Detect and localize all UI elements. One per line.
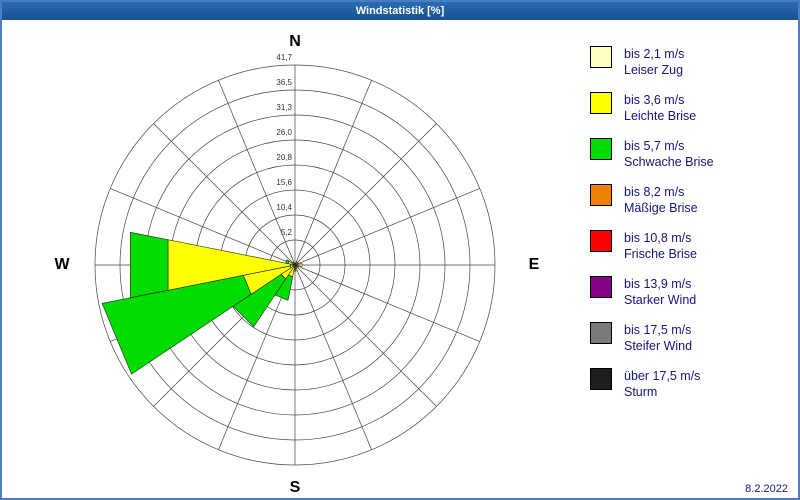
grid-spoke — [153, 123, 296, 266]
grid-spoke — [294, 264, 480, 342]
ring-value-label: 5,2 — [281, 228, 293, 237]
wind-rose-petal-segment — [293, 263, 296, 266]
legend-color-swatch — [590, 184, 612, 206]
ring-value-label: 10,4 — [276, 203, 292, 212]
legend-item: bis 17,5 m/s Steifer Wind — [590, 322, 790, 354]
grid-spoke — [294, 264, 437, 407]
legend-name-text: Sturm — [624, 385, 658, 399]
legend-name-text: Mäßige Brise — [624, 201, 698, 215]
ring-value-label: 36,5 — [276, 78, 292, 87]
compass-label-north: N — [289, 33, 301, 50]
compass-label-east: E — [528, 256, 540, 273]
grid-spoke — [294, 80, 372, 266]
legend-item: bis 5,7 m/s Schwache Brise — [590, 138, 790, 170]
legend-speed-text: bis 5,7 m/s — [624, 139, 685, 153]
grid-spoke — [110, 188, 296, 266]
legend-name-text: Starker Wind — [624, 293, 697, 307]
legend-speed-text: über 17,5 m/s — [624, 369, 701, 383]
legend-name-text: Leichte Brise — [624, 109, 697, 123]
window-title: Windstatistik [%] — [2, 2, 798, 20]
legend-color-swatch — [590, 276, 612, 298]
legend-label: bis 13,9 m/s Starker Wind — [624, 276, 696, 308]
legend-speed-text: bis 8,2 m/s — [624, 185, 685, 199]
legend-label: bis 8,2 m/s Mäßige Brise — [624, 184, 698, 216]
legend-color-swatch — [590, 138, 612, 160]
legend-speed-text: bis 2,1 m/s — [624, 47, 685, 61]
ring-value-label: 31,3 — [276, 103, 292, 112]
legend-item: bis 8,2 m/s Mäßige Brise — [590, 184, 790, 216]
ring-value-label: 20,8 — [276, 153, 292, 162]
legend-color-swatch — [590, 46, 612, 68]
compass-label-west: W — [54, 256, 70, 273]
legend-label: bis 5,7 m/s Schwache Brise — [624, 138, 714, 170]
grid-spoke — [294, 264, 372, 450]
ring-value-label: 26,0 — [276, 128, 292, 137]
legend-color-swatch — [590, 322, 612, 344]
legend: bis 2,1 m/s Leiser Zug bis 3,6 m/s Leichte … — [590, 46, 790, 414]
grid-spoke — [294, 188, 480, 266]
compass-label-south: S — [289, 479, 301, 496]
wind-rose-petal-segment — [285, 259, 290, 264]
legend-color-swatch — [590, 368, 612, 390]
legend-color-swatch — [590, 230, 612, 252]
legend-name-text: Frische Brise — [624, 247, 697, 261]
wind-rose-petal-segment — [130, 231, 169, 299]
legend-speed-text: bis 10,8 m/s — [624, 231, 692, 245]
legend-label: bis 2,1 m/s Leiser Zug — [624, 46, 684, 78]
legend-item: bis 13,9 m/s Starker Wind — [590, 276, 790, 308]
legend-label: bis 10,8 m/s Frische Brise — [624, 230, 697, 262]
legend-speed-text: bis 3,6 m/s — [624, 93, 685, 107]
legend-item: bis 2,1 m/s Leiser Zug — [590, 46, 790, 78]
legend-speed-text: bis 13,9 m/s — [624, 277, 692, 291]
grid-spoke — [218, 80, 296, 266]
wind-rose-petal-segment — [101, 274, 252, 375]
legend-item: bis 3,6 m/s Leichte Brise — [590, 92, 790, 124]
legend-name-text: Schwache Brise — [624, 155, 714, 169]
ring-value-label: 41,7 — [276, 53, 292, 62]
legend-name-text: Leiser Zug — [624, 63, 684, 77]
legend-label: bis 3,6 m/s Leichte Brise — [624, 92, 696, 124]
legend-item: über 17,5 m/s Sturm — [590, 368, 790, 400]
legend-item: bis 10,8 m/s Frische Brise — [590, 230, 790, 262]
ring-value-label: 15,6 — [276, 178, 292, 187]
legend-label: bis 17,5 m/s Steifer Wind — [624, 322, 692, 354]
date-label: 8.2.2022 — [745, 483, 788, 495]
grid-spoke — [294, 123, 437, 266]
legend-label: über 17,5 m/s Sturm — [624, 368, 700, 400]
legend-color-swatch — [590, 92, 612, 114]
legend-name-text: Steifer Wind — [624, 339, 693, 353]
legend-speed-text: bis 17,5 m/s — [624, 323, 692, 337]
